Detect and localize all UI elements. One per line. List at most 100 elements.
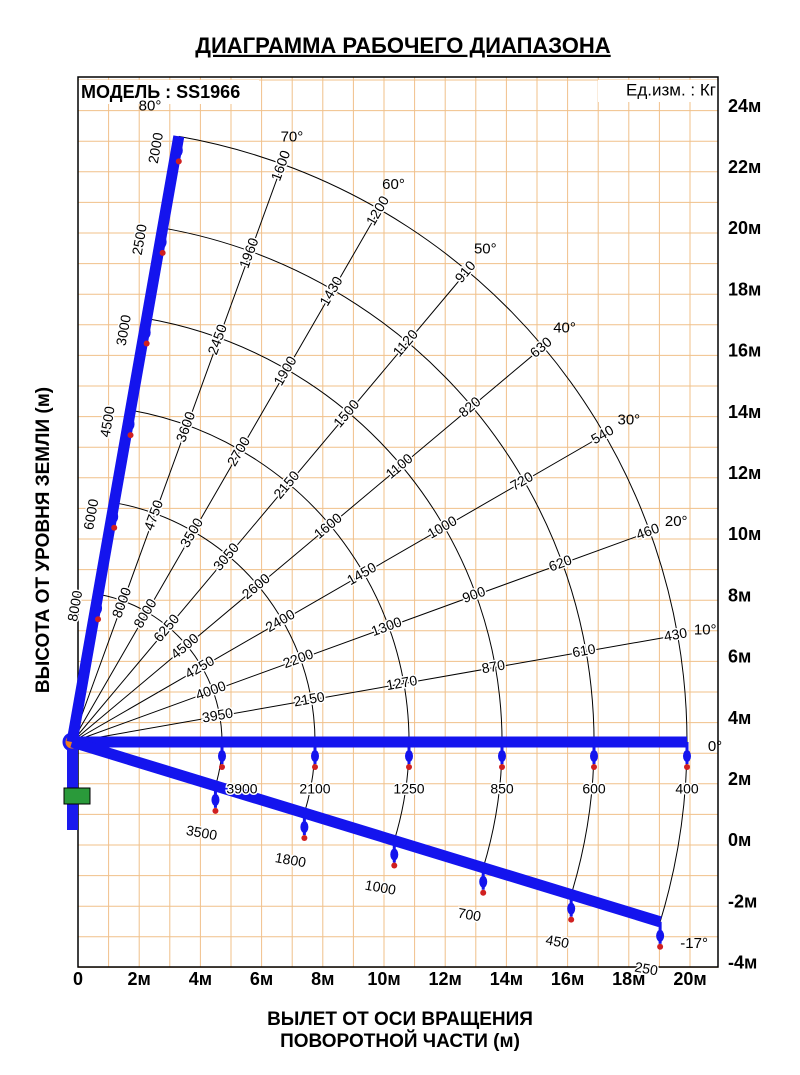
load-label: 3500: [177, 515, 207, 550]
load-label: 850: [490, 781, 514, 797]
y-tick-label: 20м: [728, 218, 761, 238]
angle-label: 30°: [618, 411, 641, 428]
plot-border: [77, 76, 719, 968]
load-label: 400: [675, 781, 699, 797]
angle-label: 80°: [139, 98, 162, 115]
angle-label: 20°: [665, 513, 688, 530]
load-label: 1250: [393, 781, 424, 797]
hook-block: [174, 144, 183, 157]
angle-label: 70°: [281, 129, 304, 146]
radial-line: [71, 346, 544, 743]
load-label: 1960: [236, 235, 262, 270]
boom: [66, 135, 185, 743]
load-label: 700: [457, 905, 483, 925]
angle-label: 50°: [474, 240, 497, 257]
load-label: 600: [582, 781, 606, 797]
y-tick-label: 18м: [728, 279, 761, 299]
load-label: 720: [508, 468, 536, 494]
radial-line: [71, 163, 283, 743]
hook-block: [590, 750, 598, 762]
grid: [77, 77, 718, 968]
load-label: 3500: [185, 822, 219, 843]
model: МОДЕЛЬ : SS1966: [81, 82, 240, 102]
x-tick-label: 14м: [490, 969, 523, 989]
y-axis-title: ВЫСОТА ОТ УРОВНЯ ЗЕМЛИ (м): [33, 387, 54, 693]
x-tick-label: 18м: [612, 969, 645, 989]
hook: [406, 764, 412, 770]
hook-block: [567, 902, 576, 915]
y-tick-label: 16м: [728, 341, 761, 361]
hook-block: [110, 510, 119, 523]
load-label: 620: [546, 551, 574, 574]
mast: [67, 740, 78, 830]
y-tick-label: 12м: [728, 463, 761, 483]
load-label: 1300: [369, 613, 404, 639]
load-label: 8000: [130, 596, 160, 631]
load-label: 540: [588, 422, 616, 448]
hook: [175, 158, 182, 165]
radial-line: [71, 270, 468, 743]
y-tick-label: 22м: [728, 157, 761, 177]
hook: [159, 249, 166, 256]
load-label: 8000: [109, 585, 135, 620]
load-label: 2450: [204, 322, 230, 357]
load-label: 2700: [224, 434, 254, 469]
load-label: 3900: [226, 781, 257, 797]
hook: [143, 340, 150, 347]
x-tick-label: 0: [73, 969, 83, 989]
angle-label: 0°: [708, 738, 722, 755]
load-label: 250: [633, 959, 659, 979]
radial-line: [71, 434, 605, 743]
x-tick-label: 12м: [429, 969, 462, 989]
units: Ед.изм. : Кг: [626, 80, 716, 99]
hook: [591, 764, 597, 770]
radial-line: [71, 209, 380, 743]
title: ДИАГРАММА РАБОЧЕГО ДИАПАЗОНА: [195, 33, 610, 58]
y-tick-label: 6м: [728, 647, 751, 667]
hook: [684, 764, 690, 770]
x-tick-label: 16м: [551, 969, 584, 989]
hook-block: [126, 418, 135, 431]
x-axis-title: ПОВОРОТНОЙ ЧАСТИ (м): [280, 1030, 520, 1052]
hook-block: [656, 929, 665, 942]
load-label: 1450: [344, 559, 379, 589]
hook: [499, 764, 505, 770]
load-label: 4500: [167, 630, 201, 662]
load-label: 2200: [281, 645, 316, 671]
x-tick-label: 4м: [189, 969, 212, 989]
load-label: 870: [480, 656, 506, 676]
y-tick-label: 24м: [728, 96, 761, 116]
load-label: 2500: [129, 223, 150, 257]
crane: [62, 135, 691, 950]
hook-block: [479, 875, 488, 888]
load-label: 1600: [268, 148, 294, 183]
hook-block: [683, 750, 691, 762]
hook-block: [300, 821, 309, 834]
load-label: 2000: [145, 131, 166, 165]
hook: [127, 432, 134, 439]
load-label: 4500: [97, 405, 118, 439]
load-label: 2150: [292, 688, 326, 709]
hook-block: [390, 848, 399, 861]
y-tick-label: 8м: [728, 585, 751, 605]
hook: [212, 807, 219, 814]
load-label: 1000: [425, 512, 460, 542]
load-label: 4750: [140, 498, 166, 533]
y-tick-label: 10м: [728, 524, 761, 544]
x-tick-label: 10м: [367, 969, 400, 989]
load-label: 4000: [193, 677, 228, 703]
hook: [568, 916, 575, 923]
hook-block: [142, 326, 151, 339]
hook-block: [218, 750, 226, 762]
hook: [480, 889, 487, 896]
y-tick-label: 4м: [728, 708, 751, 728]
y-tick-label: -2м: [728, 891, 757, 911]
angle-label: 10°: [694, 621, 717, 638]
angle-label: 60°: [382, 176, 405, 193]
model-bg: [79, 80, 259, 104]
radial-line: [71, 531, 651, 743]
hook-block: [94, 602, 103, 615]
hook-block: [405, 750, 413, 762]
load-label: 450: [545, 931, 571, 951]
